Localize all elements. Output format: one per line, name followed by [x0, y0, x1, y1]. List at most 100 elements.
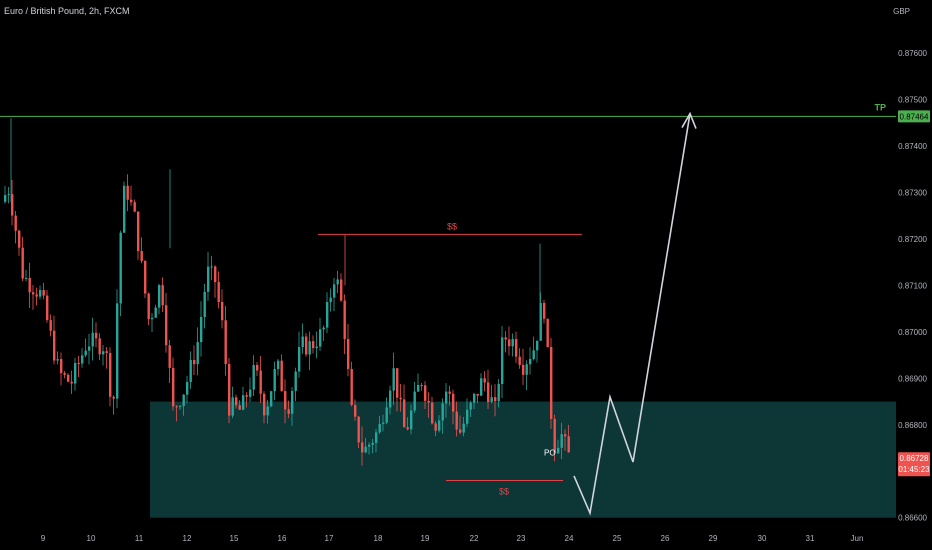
candle-body [186, 381, 189, 395]
candle-body [343, 300, 346, 340]
candle-body [35, 294, 38, 297]
candle-body [504, 337, 507, 340]
candle [151, 312, 154, 333]
candle-body [140, 251, 143, 261]
candle [315, 331, 318, 359]
candle [56, 351, 59, 365]
candle [368, 442, 371, 455]
candle [382, 414, 385, 432]
candle [231, 386, 234, 419]
candle [221, 289, 224, 329]
candle [532, 336, 535, 361]
candle [424, 381, 427, 409]
candle [420, 383, 423, 391]
x-tick-label: 31 [806, 534, 815, 543]
candle [438, 415, 441, 433]
candle-body [417, 385, 420, 392]
y-tick-label: 0.86600 [898, 514, 927, 523]
candle-body [53, 330, 56, 361]
candle-body [116, 303, 119, 399]
candle [11, 179, 14, 226]
candle [466, 398, 469, 427]
candle-body [298, 347, 301, 372]
candle [42, 282, 45, 300]
candle-body [147, 293, 150, 320]
candle [333, 278, 336, 312]
candle-body [126, 185, 129, 200]
candle [364, 437, 367, 454]
candle-body [536, 340, 539, 351]
candle [112, 395, 115, 415]
candle [74, 357, 77, 391]
candle-body [67, 374, 70, 382]
candle [25, 270, 28, 282]
candle [39, 285, 42, 300]
x-tick-label: 26 [661, 534, 670, 543]
candle-body [287, 409, 290, 414]
candle-body [333, 284, 336, 298]
candle [340, 273, 343, 302]
candle-body [4, 195, 7, 202]
y-tick-label: 0.87200 [898, 235, 927, 244]
candle [536, 340, 539, 363]
candle [35, 287, 38, 306]
candle-body [483, 378, 486, 383]
poi-label: PO [544, 449, 556, 458]
candle [140, 237, 143, 264]
candle-body [214, 266, 217, 283]
candle [49, 314, 52, 337]
candle [193, 345, 196, 375]
candle-body [112, 396, 115, 399]
candle-body [389, 390, 392, 408]
candle-body [203, 291, 206, 317]
x-tick-label: 12 [183, 534, 192, 543]
y-tick-label: 0.87000 [898, 328, 927, 337]
candle-body [182, 394, 185, 407]
current-price-label: 0.86728 [900, 454, 929, 463]
candle [294, 367, 297, 402]
candle-body [399, 397, 402, 400]
candle-body [95, 332, 98, 339]
candle [277, 358, 280, 376]
candle [308, 331, 311, 371]
candle [28, 262, 31, 309]
candle [385, 397, 388, 425]
time-axis: 9 10 11 12 15 16 17 18 19 22 23 24 25 26 29 30 31 Jun [41, 534, 864, 543]
candle-body [130, 199, 133, 203]
candle [249, 377, 252, 402]
candle [116, 289, 119, 409]
candle-body [56, 359, 59, 361]
candle-body [375, 432, 378, 443]
candle-body [406, 427, 409, 430]
candle-body [515, 339, 518, 357]
candle [403, 384, 406, 428]
candle [238, 400, 241, 411]
candle-body [494, 397, 497, 402]
candle-body [448, 391, 451, 394]
candle [161, 277, 164, 312]
candle-body [473, 393, 476, 403]
candle-body [336, 279, 339, 285]
candle [130, 185, 133, 206]
candle-body [175, 406, 178, 408]
candle-body [70, 381, 73, 384]
candle [7, 186, 10, 204]
candle-body [424, 385, 427, 401]
candle-body [7, 194, 10, 196]
candle-body [543, 302, 546, 319]
candle [504, 331, 507, 353]
candle-body [133, 202, 136, 212]
candle-body [49, 320, 52, 331]
candle [469, 400, 472, 418]
candle-body [364, 446, 367, 453]
candle-body [438, 420, 441, 431]
x-tick-label: 24 [565, 534, 574, 543]
candle [91, 317, 94, 361]
candle-body [511, 339, 514, 347]
candle [63, 370, 66, 379]
candle [200, 301, 203, 357]
y-tick-label: 0.87100 [898, 281, 927, 290]
x-tick-label: 22 [470, 534, 479, 543]
candle [529, 347, 532, 375]
